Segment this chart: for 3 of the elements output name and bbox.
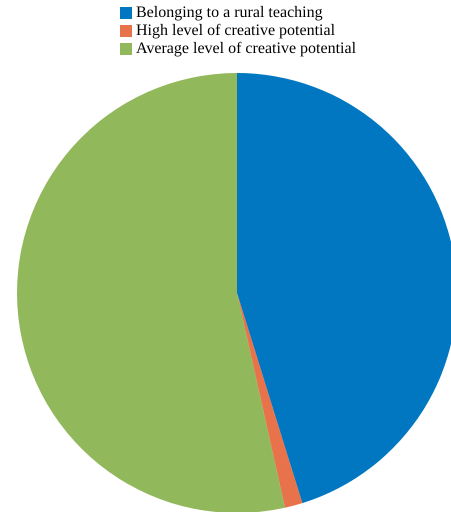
legend-label: Belonging to a rural teaching bbox=[136, 4, 323, 21]
legend-label: High level of creative potential bbox=[136, 22, 336, 39]
legend-label: Average level of creative potential bbox=[136, 40, 356, 57]
